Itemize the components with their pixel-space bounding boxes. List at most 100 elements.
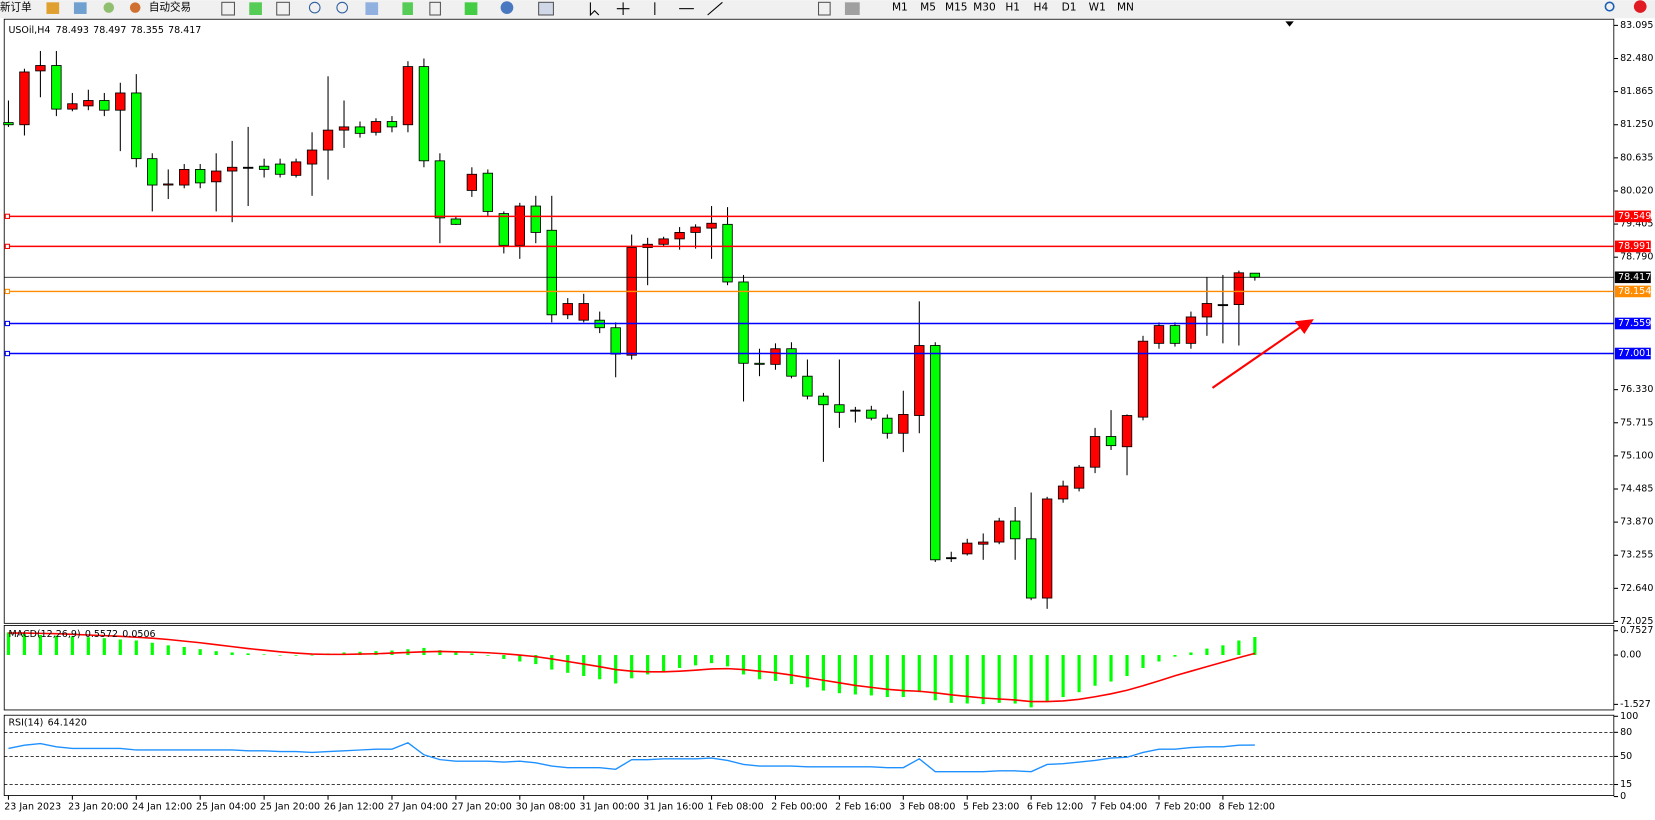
candle-body bbox=[290, 161, 302, 176]
timeframe-button[interactable]: MN bbox=[1117, 2, 1134, 14]
icon[interactable] bbox=[129, 2, 141, 13]
y-tick-label: 80.635 bbox=[1620, 152, 1653, 163]
x-tick-label: 24 Jan 12:00 bbox=[132, 802, 192, 813]
timeframe-button[interactable]: W1 bbox=[1089, 2, 1106, 14]
y-tick-label: 100 bbox=[1620, 711, 1638, 722]
candle-body bbox=[882, 417, 893, 434]
candle-body bbox=[51, 65, 62, 110]
macd-bar bbox=[246, 653, 250, 656]
y-tick-label: 83.095 bbox=[1620, 20, 1653, 31]
y-tick-label: 72.025 bbox=[1620, 616, 1653, 627]
candle-body bbox=[866, 409, 877, 419]
macd-bar bbox=[438, 650, 442, 656]
candle-body bbox=[562, 303, 573, 316]
timeframe-button[interactable]: D1 bbox=[1062, 2, 1077, 14]
macd-bar bbox=[1029, 655, 1033, 708]
macd-bar bbox=[230, 652, 234, 656]
timeframe-button[interactable]: M30 bbox=[973, 2, 996, 14]
macd-bar bbox=[869, 655, 873, 696]
macd-bar bbox=[182, 646, 186, 656]
candle-body bbox=[306, 149, 318, 165]
level-label: 78.991 bbox=[1618, 241, 1651, 252]
icon[interactable] bbox=[817, 1, 831, 16]
timeframe-button[interactable]: M1 bbox=[892, 2, 908, 14]
icon[interactable] bbox=[249, 2, 262, 15]
macd-bar bbox=[1157, 655, 1161, 662]
macd-bar bbox=[310, 655, 314, 656]
icon[interactable] bbox=[500, 1, 514, 14]
candle-body bbox=[147, 158, 158, 186]
candle-body bbox=[418, 66, 430, 162]
macd-bar bbox=[630, 655, 634, 679]
candle-body bbox=[1025, 538, 1037, 599]
icon[interactable] bbox=[402, 2, 413, 15]
icon[interactable] bbox=[46, 2, 60, 14]
macd-bar bbox=[502, 655, 506, 659]
macd-bar bbox=[118, 639, 122, 656]
icon[interactable] bbox=[844, 2, 860, 15]
icon[interactable] bbox=[429, 1, 441, 16]
x-tick-label: 25 Jan 20:00 bbox=[260, 802, 320, 813]
macd-main-label: 0.5572 bbox=[85, 628, 118, 639]
candle-body bbox=[115, 92, 126, 111]
macd-bar bbox=[1045, 655, 1049, 702]
trendline-tool[interactable] bbox=[707, 1, 723, 16]
candle-body bbox=[19, 71, 30, 126]
notification-badge[interactable] bbox=[1633, 0, 1647, 13]
timeframe-button[interactable]: H1 bbox=[1005, 2, 1020, 14]
level-label-bg bbox=[1614, 240, 1651, 253]
icon[interactable] bbox=[464, 2, 478, 15]
search[interactable] bbox=[1604, 1, 1615, 12]
macd-bar bbox=[933, 655, 937, 701]
zoom-in[interactable] bbox=[308, 1, 321, 14]
timeframe-button[interactable]: M15 bbox=[945, 2, 968, 14]
icon[interactable] bbox=[365, 2, 379, 15]
macd-bar bbox=[518, 655, 522, 662]
macd-bar bbox=[965, 655, 969, 704]
macd-bar bbox=[582, 655, 586, 677]
macd-bar bbox=[150, 642, 154, 656]
candle-body bbox=[770, 348, 781, 365]
macd-bar bbox=[54, 635, 58, 656]
macd-bar bbox=[454, 652, 458, 656]
x-tick-label: 26 Jan 12:00 bbox=[324, 802, 384, 813]
x-tick-label: 23 Jan 2023 bbox=[4, 802, 61, 813]
x-tick-label: 6 Feb 12:00 bbox=[1027, 802, 1083, 813]
cursor-tool[interactable] bbox=[589, 2, 600, 17]
x-tick-label: 25 Jan 04:00 bbox=[196, 802, 256, 813]
rsi-panel bbox=[3, 714, 1615, 796]
crosshair-tool[interactable] bbox=[616, 2, 630, 15]
timeframe-button[interactable]: M5 bbox=[920, 2, 936, 14]
candle-body bbox=[818, 395, 829, 406]
candle-body bbox=[514, 205, 525, 246]
x-tick-label: 8 Feb 12:00 bbox=[1219, 802, 1275, 813]
zoom-out[interactable] bbox=[336, 1, 349, 14]
icon[interactable] bbox=[73, 2, 87, 14]
candle-body bbox=[338, 126, 350, 131]
toolbar-bg bbox=[0, 0, 1655, 19]
icon[interactable] bbox=[276, 1, 290, 16]
x-tick-label: 31 Jan 00:00 bbox=[579, 802, 639, 813]
auto-trading-button[interactable]: 自动交易 bbox=[149, 1, 191, 14]
x-tick-label: 30 Jan 08:00 bbox=[516, 802, 576, 813]
candle-body bbox=[802, 375, 813, 397]
candle-body bbox=[386, 121, 398, 128]
new-order-button[interactable]: 新订单 bbox=[0, 1, 32, 14]
level-label: 77.559 bbox=[1618, 318, 1651, 329]
icon[interactable] bbox=[221, 1, 235, 16]
candle-body bbox=[1009, 520, 1021, 540]
x-tick-label: 7 Feb 04:00 bbox=[1091, 802, 1147, 813]
icon[interactable] bbox=[538, 1, 554, 16]
candle-body bbox=[3, 122, 14, 126]
macd-bar bbox=[1125, 655, 1129, 677]
level-label: 77.001 bbox=[1618, 348, 1651, 359]
candle-body bbox=[1121, 415, 1133, 448]
x-tick-label: 1 Feb 08:00 bbox=[707, 802, 763, 813]
shift-marker bbox=[1285, 21, 1294, 27]
macd-bar bbox=[486, 655, 490, 656]
chart-header: USOil,H4 78.493 78.497 78.355 78.417 bbox=[8, 24, 201, 35]
timeframe-button[interactable]: H4 bbox=[1034, 2, 1049, 14]
macd-signal-label: 0.0506 bbox=[122, 628, 155, 639]
candle-body bbox=[1153, 325, 1165, 344]
icon[interactable] bbox=[103, 2, 115, 13]
